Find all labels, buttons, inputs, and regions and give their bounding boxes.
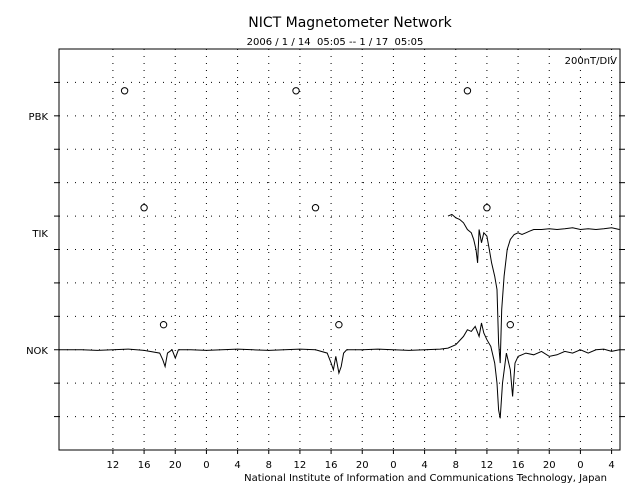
x-tick-label-8: 20	[356, 460, 369, 471]
x-tick-label-16: 4	[608, 460, 614, 471]
station-label-pbk: PBK	[29, 112, 49, 123]
x-tick-label-10: 4	[421, 460, 427, 471]
midnight-marker-pbk-0	[120, 87, 129, 95]
trace-nok	[59, 322, 620, 419]
midnight-markers	[120, 87, 514, 329]
axis-ticks	[54, 81, 625, 454]
midnight-marker-nok-2	[506, 320, 514, 329]
x-tick-label-13: 16	[512, 460, 525, 471]
station-traces	[59, 213, 620, 419]
x-tick-label-3: 0	[203, 460, 209, 471]
x-tick-label-0: 12	[107, 460, 120, 471]
x-tick-label-11: 8	[453, 460, 459, 471]
x-tick-label-9: 0	[390, 460, 396, 471]
midnight-marker-nok-1	[335, 320, 343, 329]
scale-label: 200nT/DIV	[565, 56, 618, 67]
x-tick-label-6: 12	[294, 460, 307, 471]
x-tick-label-1: 16	[138, 460, 151, 471]
grid	[59, 49, 620, 450]
midnight-marker-nok-0	[159, 320, 168, 329]
chart-subtitle: 2006 / 1 / 14 05:05 -- 1 / 17 05:05	[247, 37, 424, 48]
trace-tik	[447, 213, 620, 364]
x-tick-label-15: 0	[577, 460, 583, 471]
station-label-tik: TIK	[31, 229, 48, 240]
x-tick-label-4: 4	[234, 460, 240, 471]
station-label-nok: NOK	[26, 346, 48, 357]
midnight-marker-tik-2	[483, 204, 491, 212]
midnight-marker-pbk-2	[463, 87, 472, 95]
midnight-marker-tik-0	[140, 204, 148, 212]
x-tick-label-12: 12	[481, 460, 494, 471]
midnight-marker-pbk-1	[292, 87, 300, 95]
x-tick-label-14: 20	[543, 460, 556, 471]
x-tick-label-5: 8	[266, 460, 272, 471]
chart-title: NICT Magnetometer Network	[248, 15, 452, 31]
x-tick-labels: 12 16 20 0 4 8 12 16 20 0 4 8 12 16 20 0 4	[107, 460, 615, 471]
midnight-marker-tik-1	[311, 204, 320, 212]
footer-credit: National Institute of Information and Co…	[244, 473, 607, 484]
station-labels: PBK TIK NOK	[26, 112, 48, 357]
x-tick-label-7: 16	[325, 460, 338, 471]
x-tick-label-2: 20	[169, 460, 182, 471]
